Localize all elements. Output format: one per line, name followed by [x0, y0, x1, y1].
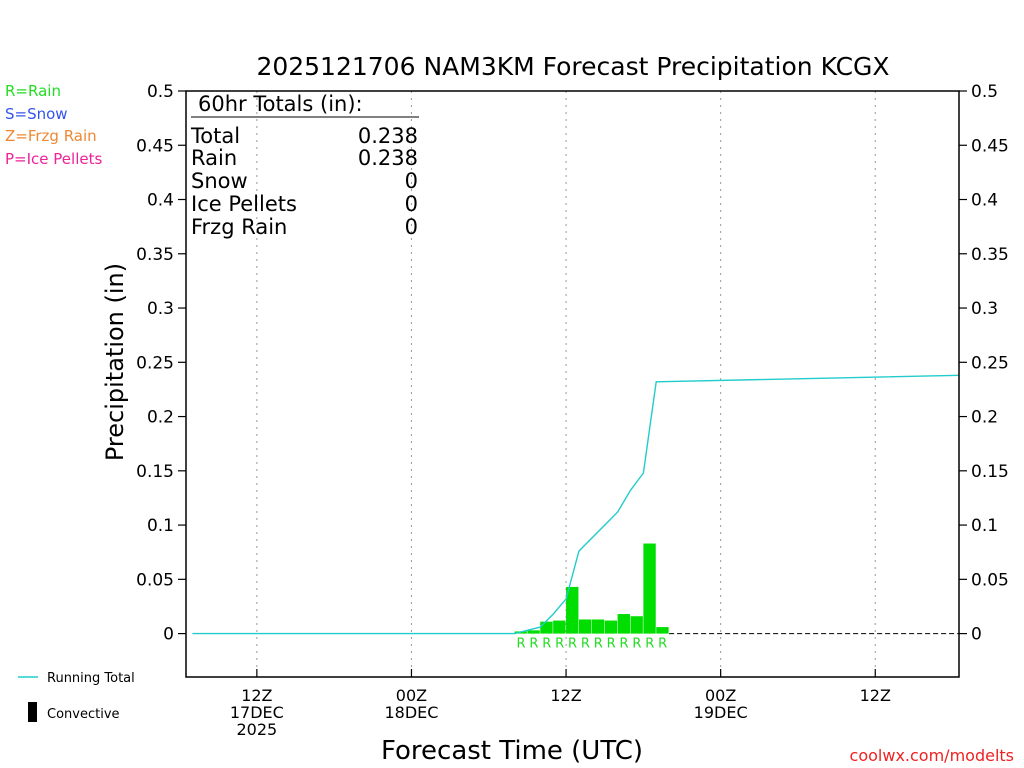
- convective-legend-label: Convective: [47, 707, 120, 722]
- y-tick-label-left: 0.05: [136, 570, 174, 590]
- type-marker: R: [581, 637, 590, 652]
- legend-snow: S=Snow: [5, 105, 68, 123]
- type-marker: R: [516, 637, 525, 652]
- x-tick-label: 17DEC: [230, 703, 284, 722]
- x-tick-label: 00Z: [396, 686, 427, 705]
- totals-header: 60hr Totals (in):: [198, 92, 363, 116]
- y-tick-label-right: 0.35: [971, 245, 1009, 265]
- precip-bar: [540, 621, 553, 634]
- x-tick-label: 19DEC: [694, 703, 748, 722]
- totals-value-rain: 0.238: [358, 146, 418, 170]
- plot-frame: [185, 90, 960, 678]
- totals-value-total: 0.238: [358, 124, 418, 148]
- x-axis-title: Forecast Time (UTC): [381, 736, 643, 766]
- y-tick-label-left: 0.5: [147, 82, 174, 102]
- totals-label-snow: Snow: [191, 169, 248, 193]
- type-marker: R: [620, 637, 629, 652]
- type-marker: R: [555, 637, 564, 652]
- type-marker: R: [632, 637, 641, 652]
- running-total-line: [192, 374, 960, 635]
- y-tick-label-left: 0.2: [147, 408, 174, 428]
- precip-bar: [643, 543, 656, 634]
- bottom-legend: Running Total Convective: [18, 671, 135, 722]
- y-tick-label-right: 0.15: [971, 462, 1009, 482]
- x-tick-label: 12Z: [241, 686, 272, 705]
- type-marker: R: [607, 637, 616, 652]
- y-tick-label-right: 0.2: [971, 408, 998, 428]
- y-tick-label-right: 0.1: [971, 516, 998, 536]
- credit-text: coolwx.com/modelts: [850, 746, 1014, 765]
- precip-bar: [566, 586, 579, 634]
- y-tick-label-right: 0.25: [971, 353, 1009, 373]
- y-tick-label-right: 0.4: [971, 191, 998, 211]
- totals-label-rain: Rain: [191, 146, 237, 170]
- type-marker: R: [658, 637, 667, 652]
- y-axis-title: Precipitation (in): [101, 263, 129, 461]
- precip-bar: [527, 630, 540, 634]
- y-tick-label-left: 0.25: [136, 353, 174, 373]
- totals-label-frzg-rain: Frzg Rain: [191, 215, 287, 239]
- x-tick-label: 00Z: [705, 686, 736, 705]
- y-tick-label-right: 0: [971, 625, 982, 645]
- legend-rain: R=Rain: [5, 82, 61, 100]
- convective-legend-swatch: [28, 702, 37, 722]
- totals-value-frzg-rain: 0: [405, 215, 418, 239]
- precip-bar: [630, 616, 643, 634]
- precip-bars: [514, 543, 669, 634]
- precip-bar: [656, 627, 669, 634]
- y-axis-ticks: 0.5 0.5 0.45 0.45 0.4 0.4 0.35 0.35 0.3 0.3 0.25 0.…: [136, 82, 1009, 645]
- type-marker: R: [594, 637, 603, 652]
- type-marker: R: [529, 637, 538, 652]
- y-tick-label-left: 0.15: [136, 462, 174, 482]
- precip-bar: [591, 619, 605, 634]
- y-tick-label-right: 0.5: [971, 82, 998, 102]
- y-tick-label-left: 0: [163, 625, 174, 645]
- y-tick-label-right: 0.45: [971, 136, 1009, 156]
- precip-bar: [617, 614, 630, 634]
- precip-bar: [553, 620, 566, 634]
- legend-frzg-rain: Z=Frzg Rain: [5, 127, 97, 145]
- precip-bar: [604, 620, 618, 634]
- totals-label-ice-pellets: Ice Pellets: [191, 192, 297, 216]
- y-tick-label-right: 0.05: [971, 570, 1009, 590]
- y-tick-label-left: 0.45: [136, 136, 174, 156]
- y-tick-label-left: 0.35: [136, 245, 174, 265]
- type-marker: R: [568, 637, 577, 652]
- x-tick-label: 2025: [236, 720, 277, 739]
- totals-box: 60hr Totals (in): Total 0.238 Rain 0.238…: [190, 92, 419, 239]
- x-tick-label: 18DEC: [384, 703, 438, 722]
- y-tick-label-left: 0.1: [147, 516, 174, 536]
- y-tick-label-left: 0.3: [147, 299, 174, 319]
- totals-value-ice-pellets: 0: [405, 192, 418, 216]
- type-legend: R=Rain S=Snow Z=Frzg Rain P=Ice Pellets: [5, 82, 102, 168]
- type-marker: R: [645, 637, 654, 652]
- precip-bar: [578, 619, 592, 634]
- running-total-legend-label: Running Total: [47, 671, 135, 686]
- totals-value-snow: 0: [405, 169, 418, 193]
- x-tick-label: 12Z: [550, 686, 581, 705]
- totals-label-total: Total: [190, 124, 240, 148]
- x-tick-label: 12Z: [860, 686, 891, 705]
- y-tick-label-right: 0.3: [971, 299, 998, 319]
- y-tick-label-left: 0.4: [147, 191, 174, 211]
- legend-ice-pellets: P=Ice Pellets: [5, 150, 102, 168]
- chart-title: 2025121706 NAM3KM Forecast Precipitation…: [256, 52, 889, 81]
- type-marker: R: [542, 637, 551, 652]
